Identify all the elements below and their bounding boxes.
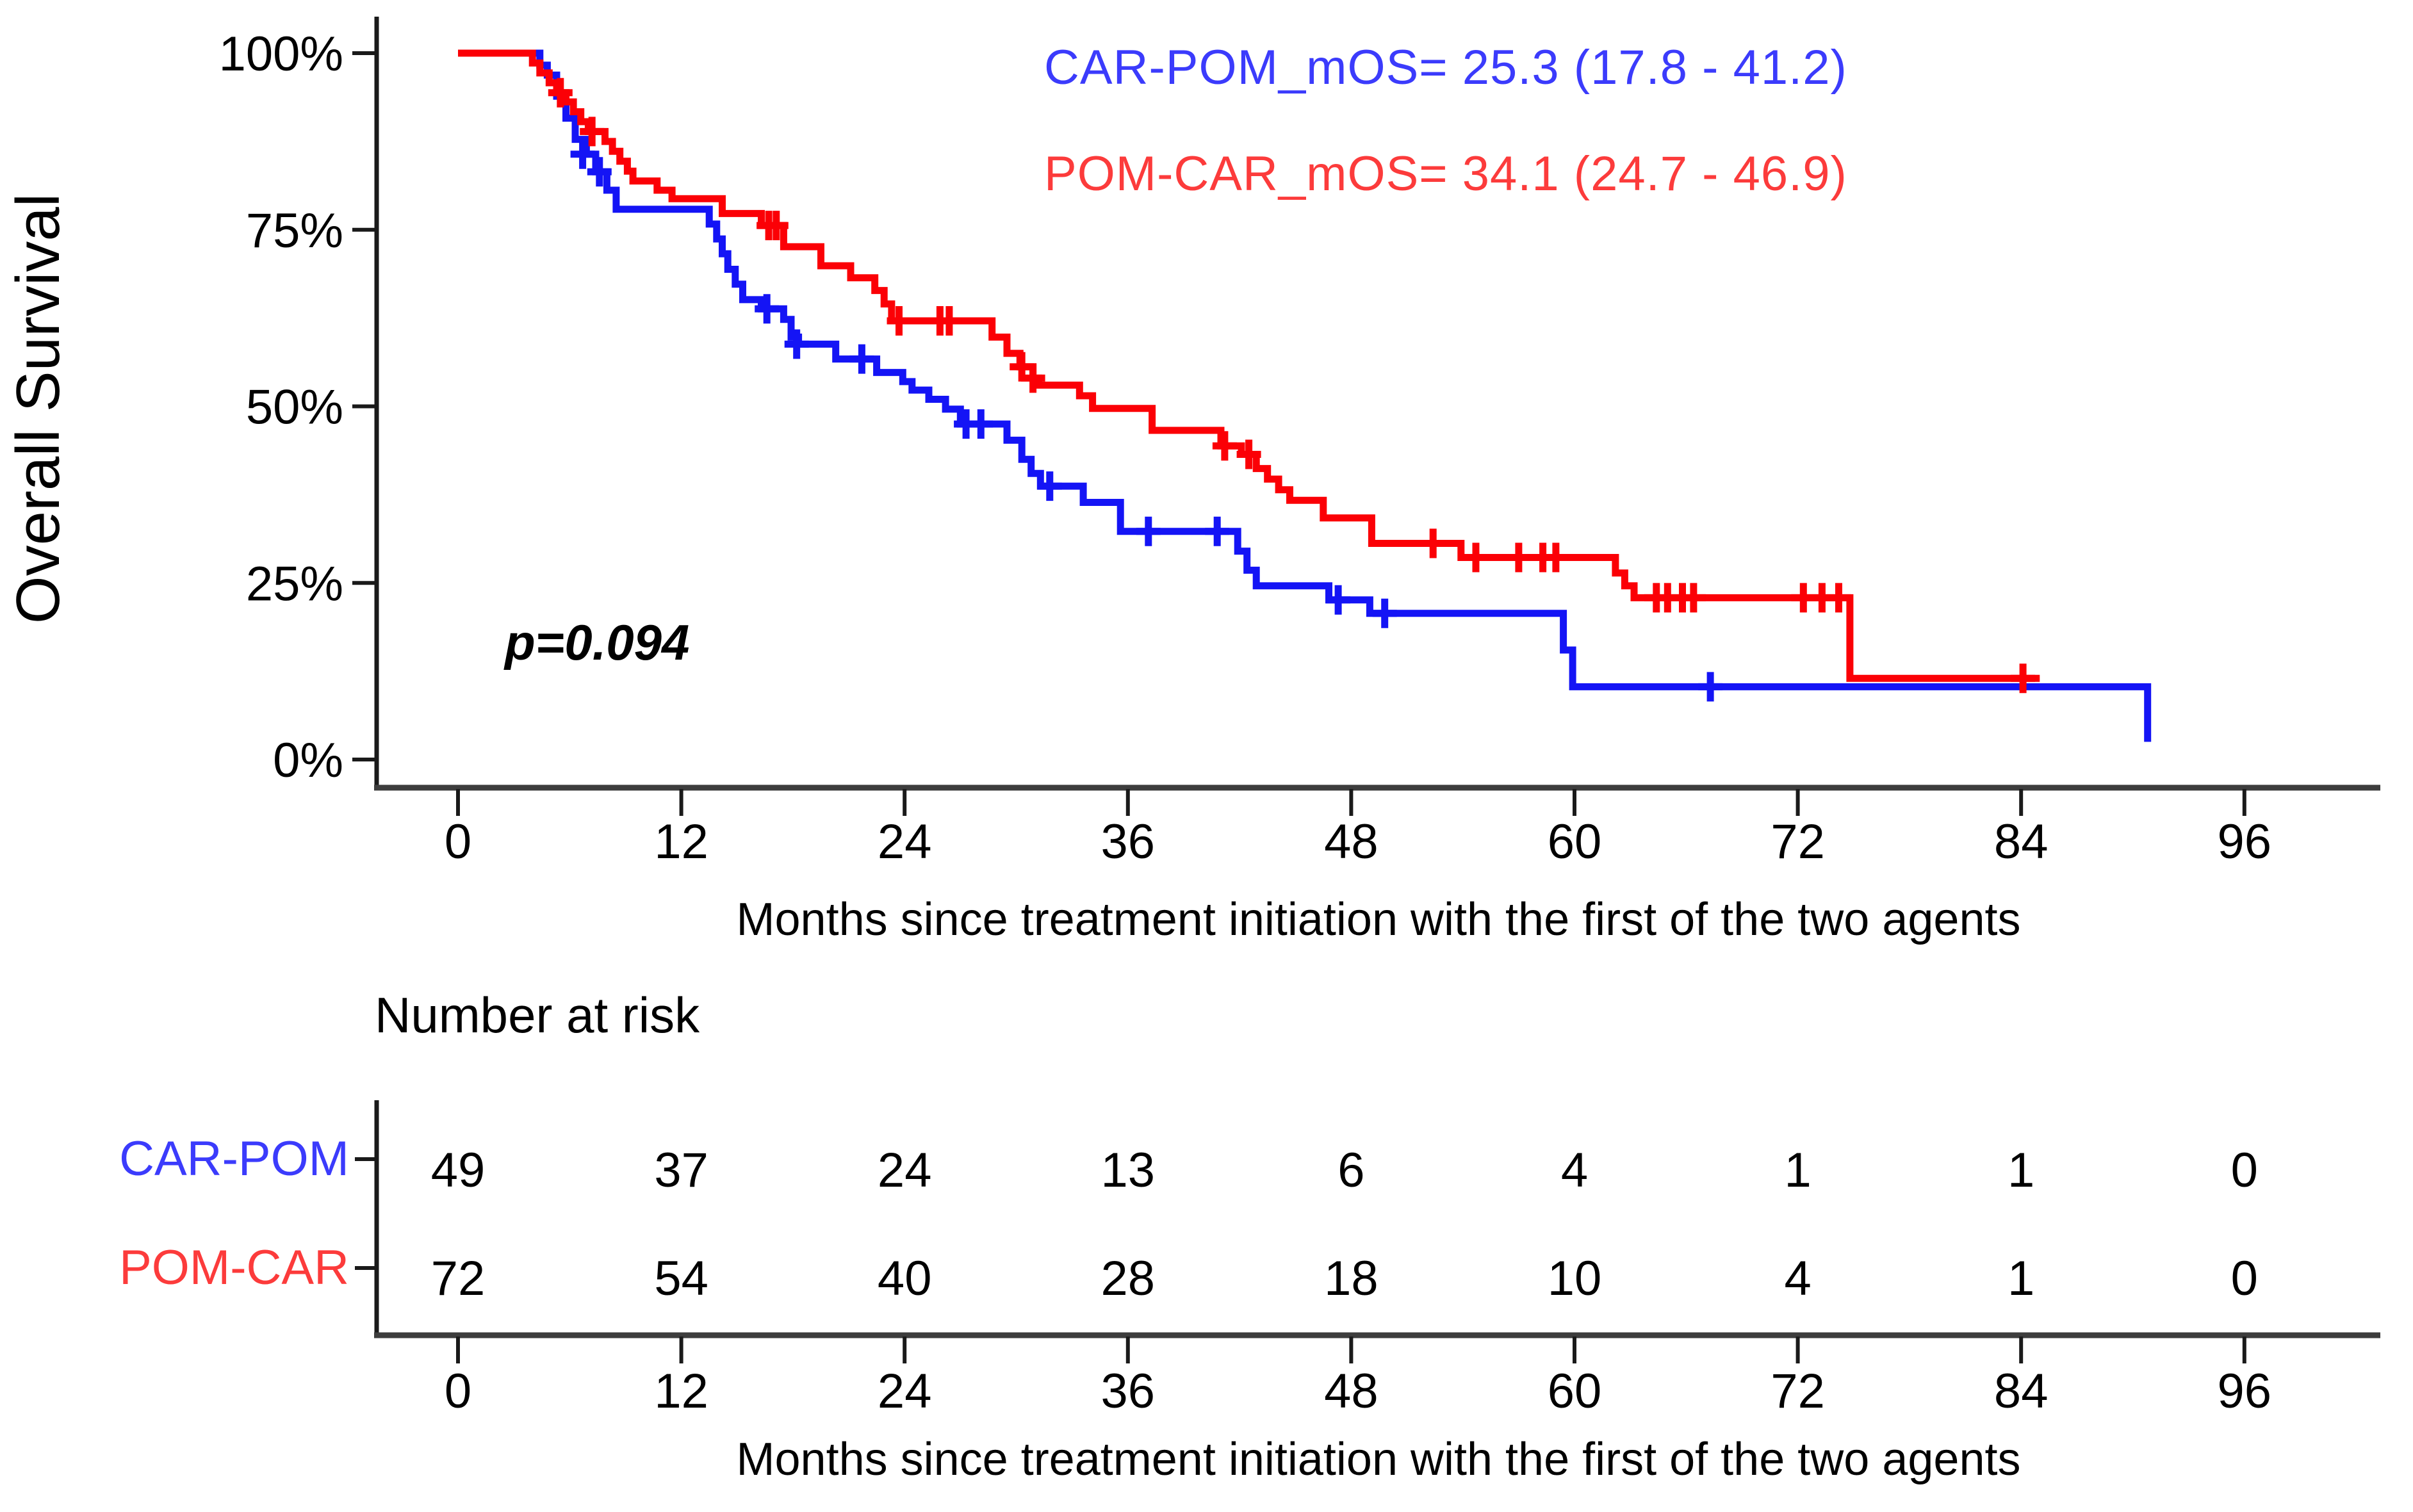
risk-x-tick-label: 36: [1101, 1364, 1156, 1419]
risk-count: 49: [431, 1143, 486, 1198]
y-tick-label: 75%: [246, 204, 343, 258]
x-tick-label: 24: [878, 815, 932, 869]
y-axis-title: Overall Survival: [4, 193, 72, 624]
censor-marks-pom-car: [548, 77, 2036, 694]
legend-pom-car-mos: POM-CAR_mOS= 34.1 (24.7 - 46.9): [1044, 147, 1847, 201]
x-axis-title: Months since treatment initiation with t…: [736, 894, 2021, 945]
risk-count: 28: [1101, 1251, 1156, 1306]
x-tick-label: 96: [2218, 815, 2272, 869]
x-tick-label: 0: [445, 815, 471, 869]
risk-count: 0: [2231, 1143, 2258, 1198]
y-tick-label: 100%: [219, 27, 343, 81]
risk-x-tick-label: 60: [1548, 1364, 1602, 1419]
risk-count: 0: [2231, 1251, 2258, 1306]
risk-count: 37: [654, 1143, 708, 1198]
risk-count: 1: [2008, 1143, 2034, 1198]
x-tick-label: 12: [654, 815, 708, 869]
y-tick-label: 25%: [246, 557, 343, 611]
x-tick-label: 36: [1101, 815, 1156, 869]
risk-count: 72: [431, 1251, 486, 1306]
censor-marks-car-pom: [570, 139, 1723, 702]
p-value-annotation: p=0.094: [505, 614, 690, 671]
risk-x-tick-label: 24: [878, 1364, 932, 1419]
risk-x-tick-label: 84: [1994, 1364, 2049, 1419]
risk-count: 18: [1324, 1251, 1378, 1306]
y-tick-label: 0%: [273, 733, 343, 788]
risk-x-tick-label: 48: [1324, 1364, 1378, 1419]
risk-count: 1: [1784, 1143, 1811, 1198]
risk-x-tick-label: 72: [1771, 1364, 1825, 1419]
risk-x-tick-label: 12: [654, 1364, 708, 1419]
risk-count: 6: [1337, 1143, 1364, 1198]
y-tick-label: 50%: [246, 380, 343, 435]
risk-count: 10: [1548, 1251, 1602, 1306]
risk-count: 54: [654, 1251, 708, 1306]
risk-count: 4: [1561, 1143, 1588, 1198]
legend-car-pom-mos: CAR-POM_mOS= 25.3 (17.8 - 41.2): [1044, 40, 1847, 95]
km-curve-pom-car: [458, 49, 2040, 682]
risk-count: 40: [878, 1251, 932, 1306]
risk-row-label-car-pom: CAR-POM: [119, 1132, 349, 1186]
risk-count: 24: [878, 1143, 932, 1198]
y-axis-title-text: Overall Survival: [4, 193, 72, 624]
km-curve-car-pom: [458, 49, 2152, 742]
x-tick-label: 48: [1324, 815, 1378, 869]
x-tick-label: 84: [1994, 815, 2049, 869]
risk-table-title: Number at risk: [375, 987, 700, 1043]
risk-count: 13: [1101, 1143, 1156, 1198]
risk-count: 4: [1784, 1251, 1811, 1306]
risk-row-label-pom-car: POM-CAR: [119, 1240, 349, 1295]
risk-x-tick-label: 96: [2218, 1364, 2272, 1419]
x-tick-label: 72: [1771, 815, 1825, 869]
risk-table-x-axis-title: Months since treatment initiation with t…: [736, 1434, 2021, 1485]
risk-count: 1: [2008, 1251, 2034, 1306]
risk-x-tick-label: 0: [445, 1364, 471, 1419]
x-tick-label: 60: [1548, 815, 1602, 869]
